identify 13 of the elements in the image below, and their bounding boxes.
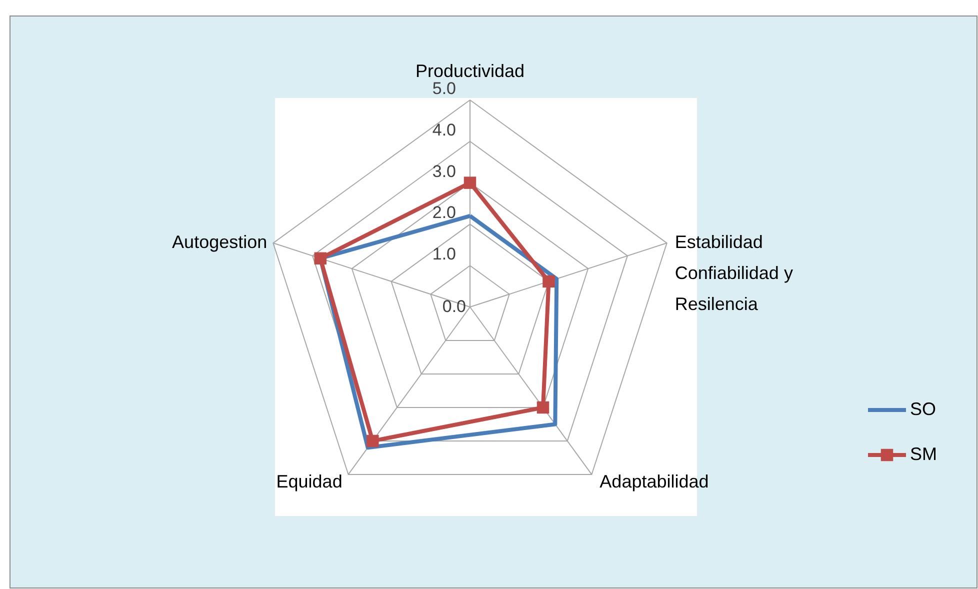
spoke-label: Estabilidad Confiabilidad y Resilencia: [674, 232, 793, 314]
y-tick-label: 2.0: [432, 203, 456, 222]
legend-label: SM: [910, 444, 937, 464]
y-tick-label: 3.0: [432, 162, 456, 181]
legend-label: SO: [910, 399, 936, 419]
y-tick-label: 0.0: [442, 297, 466, 316]
spoke-label: Adaptabilidad: [600, 471, 709, 492]
y-tick-label: 4.0: [432, 120, 456, 140]
y-tick-label: 5.0: [432, 79, 456, 98]
spoke-label: Equidad: [276, 471, 342, 492]
spoke-label: Autogestion: [172, 232, 268, 252]
spoke-label: Productividad: [415, 61, 525, 81]
y-tick-label: 1.0: [432, 244, 456, 264]
